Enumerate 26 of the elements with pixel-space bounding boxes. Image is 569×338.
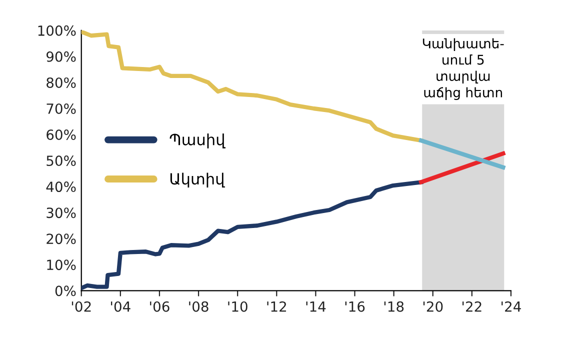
x-tick-label: '04 bbox=[111, 301, 130, 312]
x-tick-label: '20 bbox=[423, 301, 443, 312]
x-tick-label: '10 bbox=[228, 301, 248, 312]
y-tick-label: 40% bbox=[46, 182, 76, 192]
x-tick-label: '18 bbox=[384, 301, 404, 312]
x-tick-label: '24 bbox=[502, 301, 521, 312]
x-tick-label: '12 bbox=[267, 301, 286, 312]
y-tick-label: 10% bbox=[47, 260, 76, 270]
annotation: Կանխատե- սում 5 տարվա աճից հետո bbox=[422, 38, 504, 100]
x-tick-label: '14 bbox=[306, 302, 326, 312]
y-tick-label: 60% bbox=[46, 129, 76, 140]
y-tick-label: 50% bbox=[46, 156, 76, 166]
x-tick-label: '02 bbox=[72, 301, 91, 312]
y-tick-label: 80% bbox=[46, 77, 76, 88]
x-tick-label: '16 bbox=[345, 301, 365, 312]
y-tick-label: 30% bbox=[46, 208, 76, 218]
legend-label: Ակտիվ bbox=[170, 172, 225, 188]
x-tick-label: '22 bbox=[462, 301, 482, 312]
y-tick-label: 90% bbox=[46, 51, 76, 62]
x-tick-label: '06 bbox=[150, 301, 170, 312]
y-tick-label: 70% bbox=[46, 103, 76, 114]
legend-label: Պասիվ bbox=[170, 134, 226, 148]
y-tick-label: 0% bbox=[55, 286, 76, 296]
y-tick-label: 100% bbox=[38, 25, 76, 36]
x-tick-label: '08 bbox=[189, 301, 208, 312]
y-tick-label: 20% bbox=[46, 234, 76, 244]
